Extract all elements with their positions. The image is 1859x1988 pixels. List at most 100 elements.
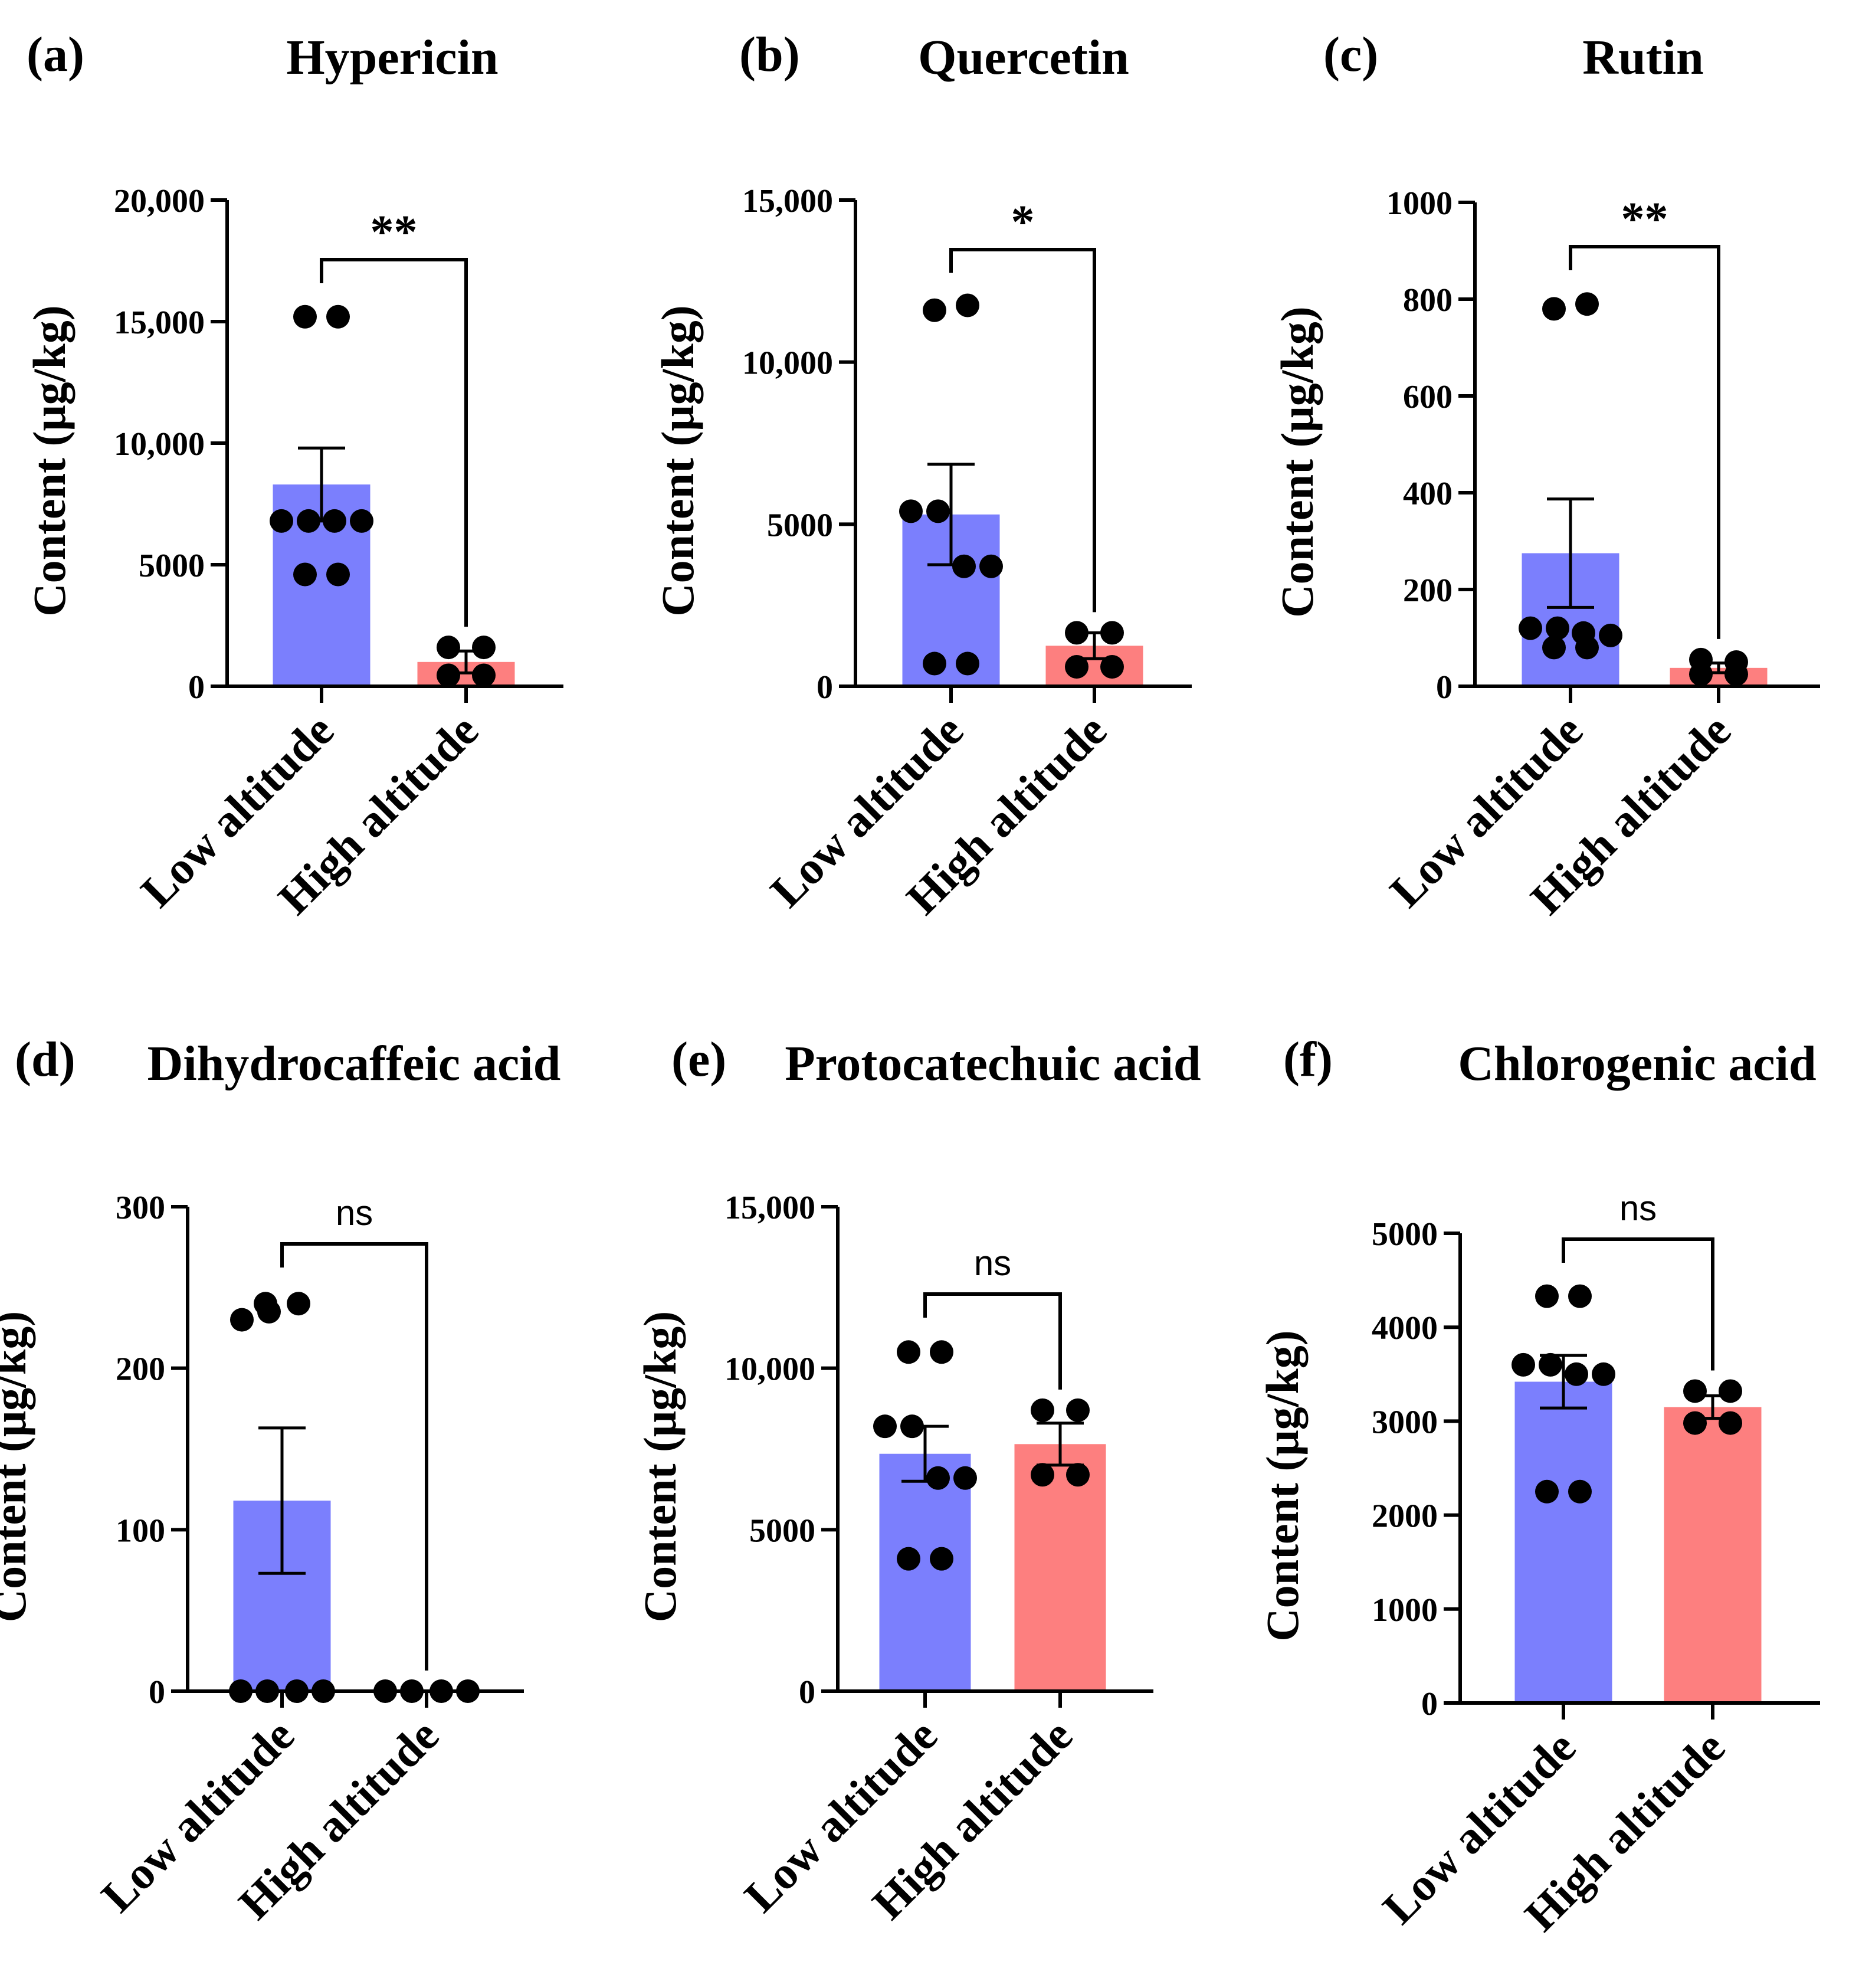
significance-label: * bbox=[1011, 196, 1035, 248]
y-axis-title: Content (μg/kg) bbox=[652, 305, 703, 616]
y-tick-label: 5000 bbox=[139, 548, 205, 584]
data-point bbox=[1568, 1284, 1592, 1308]
panel-label: (d) bbox=[15, 1032, 76, 1087]
data-point bbox=[437, 636, 460, 660]
data-point bbox=[1065, 655, 1088, 679]
y-tick-label: 15,000 bbox=[724, 1190, 815, 1226]
significance-label: ns bbox=[1619, 1188, 1657, 1228]
significance-label: ns bbox=[336, 1193, 373, 1233]
data-point bbox=[1565, 1362, 1588, 1386]
data-point bbox=[472, 663, 496, 687]
chart-title: Rutin bbox=[1582, 30, 1703, 85]
data-point bbox=[979, 554, 1003, 578]
y-axis-title: Content (μg/kg) bbox=[1271, 306, 1323, 617]
data-point bbox=[956, 651, 979, 676]
y-tick-label: 15,000 bbox=[114, 304, 205, 341]
error-bar bbox=[258, 1426, 306, 1575]
data-point bbox=[326, 304, 350, 329]
data-point bbox=[326, 562, 350, 587]
y-axis-title: Content (μg/kg) bbox=[634, 1311, 686, 1622]
chart-title: Chlorogenic acid bbox=[1458, 1036, 1816, 1091]
data-point bbox=[1689, 662, 1713, 686]
data-point bbox=[1535, 1284, 1559, 1308]
data-point bbox=[270, 509, 293, 533]
y-tick-label: 5000 bbox=[767, 507, 833, 543]
data-point bbox=[900, 1414, 924, 1439]
y-tick-label: 5000 bbox=[749, 1512, 815, 1549]
data-point bbox=[956, 293, 979, 317]
chart-title: Quercetin bbox=[918, 30, 1129, 85]
panel-label: (b) bbox=[739, 27, 800, 82]
significance-label: ** bbox=[1621, 194, 1668, 245]
data-point bbox=[897, 1340, 920, 1364]
data-point bbox=[1575, 292, 1599, 316]
data-point bbox=[930, 1547, 953, 1571]
panel-label: (a) bbox=[27, 27, 84, 82]
data-point bbox=[1719, 1379, 1742, 1403]
y-tick-label: 10,000 bbox=[742, 345, 833, 382]
data-point bbox=[472, 636, 496, 660]
significance-bracket-line bbox=[1562, 1237, 1714, 1371]
bar-high-altitude bbox=[1014, 1444, 1106, 1691]
chart-title: Hypericin bbox=[286, 30, 498, 85]
data-point bbox=[1542, 636, 1566, 660]
chart-title: Dihydrocaffeic acid bbox=[147, 1036, 561, 1091]
data-point bbox=[952, 554, 976, 578]
data-point bbox=[437, 663, 460, 687]
data-point bbox=[1100, 655, 1124, 679]
y-tick-label: 0 bbox=[817, 669, 833, 706]
data-point bbox=[293, 562, 317, 587]
y-tick-label: 10,000 bbox=[114, 426, 205, 463]
significance-label: ns bbox=[974, 1243, 1011, 1283]
data-point bbox=[1519, 616, 1542, 640]
y-tick-label: 15,000 bbox=[742, 183, 833, 220]
data-point bbox=[297, 509, 320, 533]
data-point bbox=[1100, 621, 1124, 645]
data-point bbox=[1546, 616, 1569, 640]
y-tick-label: 1000 bbox=[1372, 1592, 1438, 1629]
bar-high-altitude bbox=[1664, 1407, 1762, 1703]
data-point bbox=[1683, 1411, 1707, 1435]
data-point bbox=[926, 1466, 950, 1490]
y-tick-label: 300 bbox=[116, 1190, 165, 1226]
data-point bbox=[1592, 1362, 1615, 1386]
significance-bracket-line bbox=[280, 1242, 428, 1671]
y-axis-title: Content (μg/kg) bbox=[1257, 1330, 1308, 1641]
significance-bracket bbox=[1569, 245, 1720, 639]
panel-label: (f) bbox=[1283, 1032, 1333, 1087]
bar-low-altitude bbox=[1514, 1381, 1612, 1703]
y-tick-label: 10,000 bbox=[724, 1351, 815, 1388]
data-point bbox=[257, 1299, 281, 1324]
y-tick-label: 100 bbox=[116, 1512, 165, 1549]
significance-bracket-line bbox=[320, 258, 468, 627]
data-point bbox=[1512, 1352, 1535, 1377]
y-tick-label: 1000 bbox=[1386, 185, 1453, 222]
data-point bbox=[1031, 1463, 1054, 1487]
data-point bbox=[1542, 297, 1566, 321]
y-tick-label: 5000 bbox=[1372, 1216, 1438, 1253]
data-point bbox=[1539, 1352, 1562, 1377]
significance-bracket bbox=[320, 258, 468, 627]
significance-bracket-line bbox=[949, 248, 1096, 613]
significance-label: ** bbox=[371, 207, 418, 258]
data-point bbox=[1031, 1398, 1054, 1422]
data-point bbox=[1719, 1411, 1742, 1435]
y-tick-label: 0 bbox=[1436, 669, 1453, 706]
y-tick-label: 3000 bbox=[1372, 1404, 1438, 1440]
significance-bracket-line bbox=[1569, 245, 1720, 639]
data-point bbox=[923, 298, 946, 322]
significance-bracket bbox=[949, 248, 1096, 613]
panel-label: (c) bbox=[1323, 27, 1378, 82]
data-point bbox=[953, 1466, 977, 1490]
y-tick-label: 2000 bbox=[1372, 1498, 1438, 1535]
panel-label: (e) bbox=[671, 1032, 726, 1087]
data-point bbox=[1066, 1463, 1090, 1487]
y-tick-label: 400 bbox=[1403, 476, 1453, 512]
data-point bbox=[323, 509, 346, 533]
error-bar bbox=[1547, 497, 1594, 609]
chart-title: Protocatechuic acid bbox=[785, 1036, 1201, 1091]
